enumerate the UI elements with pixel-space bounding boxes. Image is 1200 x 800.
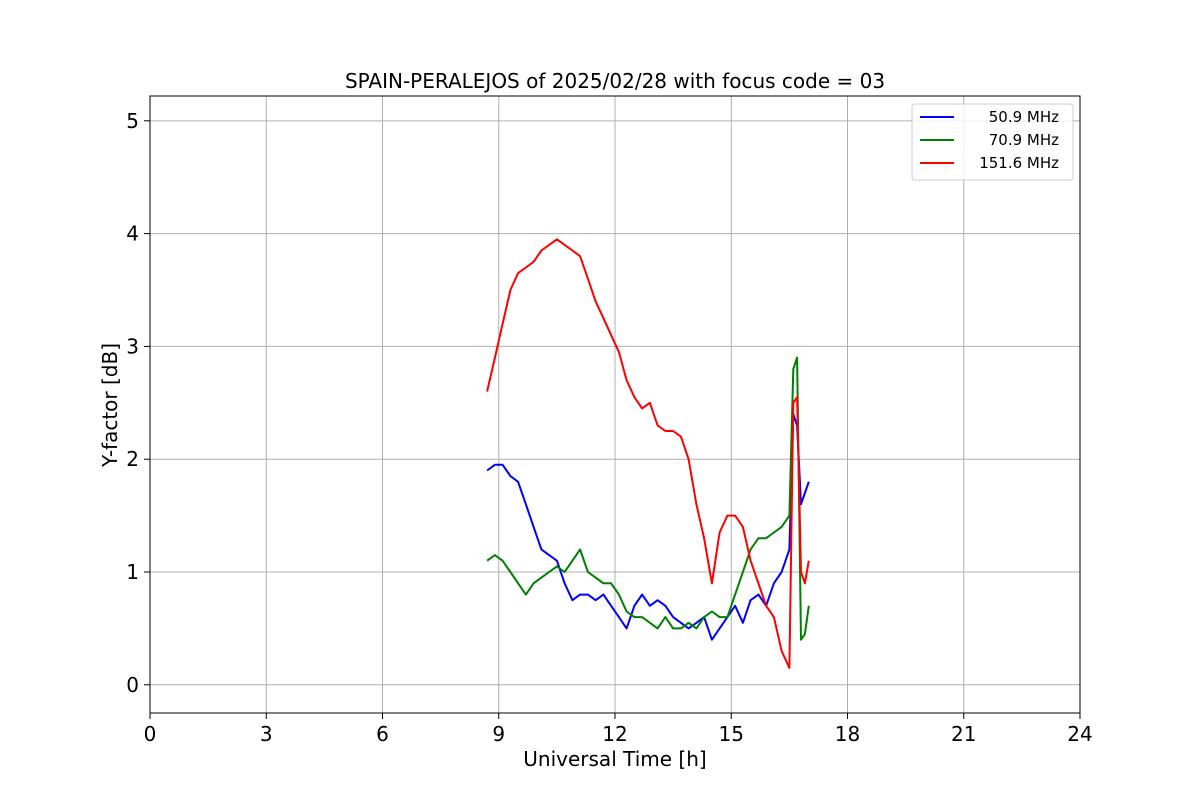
y-tick-label: 3 xyxy=(126,334,139,358)
series-line-2 xyxy=(486,356,810,641)
x-axis-label: Universal Time [h] xyxy=(523,747,706,771)
series-line-3 xyxy=(486,238,810,669)
x-tick-label: 15 xyxy=(719,722,744,746)
x-tick-label: 3 xyxy=(260,722,273,746)
legend-frame xyxy=(911,103,1074,181)
legend-label: 151.6 MHz xyxy=(979,154,1059,172)
x-tick-label: 24 xyxy=(1067,722,1092,746)
series-line-1 xyxy=(486,413,810,641)
y-tick-label: 5 xyxy=(126,109,139,133)
legend-label: 50.9 MHz xyxy=(989,108,1059,126)
x-tick-label: 21 xyxy=(951,722,976,746)
y-tick-label: 2 xyxy=(126,447,139,471)
x-tick-label: 18 xyxy=(835,722,860,746)
legend-label: 70.9 MHz xyxy=(989,131,1059,149)
y-tick-label: 0 xyxy=(126,673,139,697)
y-tick-label: 1 xyxy=(126,560,139,584)
series-layer xyxy=(486,238,810,669)
chart-title: SPAIN-PERALEJOS of 2025/02/28 with focus… xyxy=(345,69,885,93)
y-axis-label: Y-factor [dB] xyxy=(98,343,122,468)
x-tick-label: 0 xyxy=(144,722,157,746)
x-tick-label: 6 xyxy=(376,722,389,746)
x-tick-label: 9 xyxy=(492,722,505,746)
y-tick-label: 4 xyxy=(126,222,139,246)
legend: 50.9 MHz 70.9 MHz 151.6 MHz xyxy=(911,103,1074,181)
x-tick-label: 12 xyxy=(602,722,627,746)
